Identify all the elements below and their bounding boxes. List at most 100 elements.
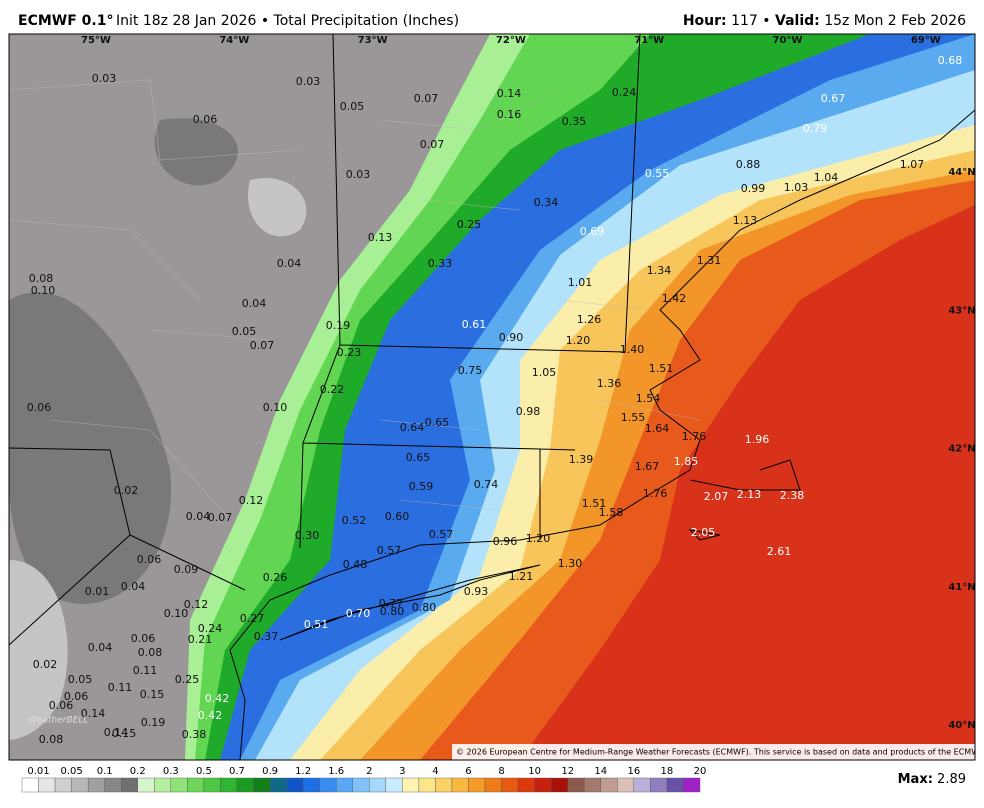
point-value: 0.33 <box>428 257 453 270</box>
point-value: 1.51 <box>649 362 674 375</box>
colorbar-swatch <box>451 777 469 793</box>
colorbar-label: 10 <box>528 766 541 777</box>
max-label: Max: <box>898 772 933 787</box>
colorbar-swatch <box>402 777 420 793</box>
point-value: 0.04 <box>242 297 267 310</box>
hour: 117 <box>731 13 758 29</box>
point-value: 1.04 <box>814 171 839 184</box>
point-value: 1.26 <box>577 313 602 326</box>
longitude-label: 71°W <box>634 35 664 46</box>
watermark: WeatherBELL <box>28 716 88 726</box>
point-value: 1.30 <box>558 557 583 570</box>
point-value: 1.36 <box>597 377 622 390</box>
point-value: 0.59 <box>409 480 434 493</box>
max-value: 2.89 <box>937 772 966 787</box>
colorbar-label: 20 <box>694 766 707 777</box>
point-value: 0.06 <box>64 690 89 703</box>
colorbar-swatch <box>104 777 122 793</box>
point-value: 0.65 <box>425 416 450 429</box>
colorbar-swatch <box>170 777 188 793</box>
longitude-label: 70°W <box>773 35 803 46</box>
colorbar-label: 0.7 <box>229 766 245 777</box>
colorbar-swatch <box>369 777 387 793</box>
point-value: 0.03 <box>296 75 321 88</box>
max: Max: 2.89 <box>898 772 966 787</box>
point-value: 1.20 <box>566 334 591 347</box>
colorbar-swatch <box>154 777 172 793</box>
point-value: 1.54 <box>636 392 661 405</box>
point-value: 0.02 <box>114 484 139 497</box>
point-value: 0.01 <box>85 585 110 598</box>
colorbar-swatch <box>517 777 535 793</box>
longitude-label: 72°W <box>496 35 526 46</box>
point-value: 0.14 <box>497 87 522 100</box>
point-value: 1.42 <box>662 292 687 305</box>
point-value: 1.39 <box>569 453 594 466</box>
colorbar-swatch <box>38 777 56 793</box>
point-value: 0.08 <box>39 733 64 746</box>
point-value: 0.05 <box>340 100 365 113</box>
point-value: 1.34 <box>647 264 672 277</box>
point-value: 1.51 <box>582 497 607 510</box>
colorbar-swatch <box>650 777 668 793</box>
colorbar-swatch <box>617 777 635 793</box>
point-value: 0.24 <box>198 622 223 635</box>
colorbar-swatch <box>269 777 287 793</box>
point-value: 1.64 <box>645 422 670 435</box>
colorbar-swatch <box>220 777 238 793</box>
point-value: 0.48 <box>343 558 368 571</box>
point-value: 0.19 <box>326 319 351 332</box>
point-value: 0.38 <box>182 728 207 741</box>
point-value: 0.06 <box>27 401 52 414</box>
point-value: 1.85 <box>674 455 699 468</box>
point-value: 1.96 <box>745 433 770 446</box>
colorbar-label: 8 <box>498 766 504 777</box>
point-value: 0.02 <box>33 658 58 671</box>
point-value: 1.05 <box>532 366 557 379</box>
latitude-label: 44°N <box>948 167 975 178</box>
point-value: 0.93 <box>464 585 489 598</box>
colorbar-swatch <box>600 777 618 793</box>
point-value: 2.13 <box>737 488 762 501</box>
colorbar-label: 18 <box>661 766 674 777</box>
colorbar-label: 0.05 <box>60 766 82 777</box>
colorbar-swatch <box>584 777 601 793</box>
map-frame <box>8 33 976 761</box>
point-value: 2.61 <box>767 545 792 558</box>
point-value: 0.80 <box>380 605 405 618</box>
point-value: 0.05 <box>232 325 257 338</box>
colorbar-swatch <box>87 777 105 793</box>
point-value: 0.23 <box>337 346 362 359</box>
point-value: 0.13 <box>368 231 393 244</box>
point-value: 0.52 <box>342 514 367 527</box>
point-value: 0.37 <box>254 630 279 643</box>
colorbar-swatch <box>418 777 436 793</box>
point-value: 0.06 <box>131 632 156 645</box>
colorbar-label: 16 <box>627 766 640 777</box>
valid-info: Hour: 117 • Valid: 15z Mon 2 Feb 2026 <box>683 13 966 29</box>
point-value: 0.65 <box>406 451 431 464</box>
copyright: © 2026 European Centre for Medium-Range … <box>456 748 984 757</box>
colorbar-swatch <box>187 777 205 793</box>
point-value: 0.67 <box>821 92 846 105</box>
point-value: 1.40 <box>620 343 645 356</box>
valid-time: 15z Mon 2 Feb 2026 <box>824 13 966 29</box>
latitude-label: 42°N <box>948 444 975 455</box>
point-value: 1.21 <box>509 570 534 583</box>
copyright-box <box>452 744 975 760</box>
colorbar-swatch <box>534 777 552 793</box>
point-value: 0.10 <box>164 607 189 620</box>
colorbar-swatch <box>666 777 684 793</box>
longitude-label: 73°W <box>358 35 388 46</box>
colorbar-swatch <box>335 777 353 793</box>
colorbar-swatch <box>302 777 320 793</box>
point-value: 0.10 <box>31 284 56 297</box>
point-value: 0.03 <box>346 168 371 181</box>
point-value: 0.35 <box>562 115 587 128</box>
colorbar-label: 3 <box>399 766 405 777</box>
shading <box>9 178 307 741</box>
colorbar-swatch <box>501 777 519 793</box>
longitude-label: 69°W <box>911 35 941 46</box>
point-value: 1.55 <box>621 411 646 424</box>
point-value: 0.07 <box>250 339 275 352</box>
